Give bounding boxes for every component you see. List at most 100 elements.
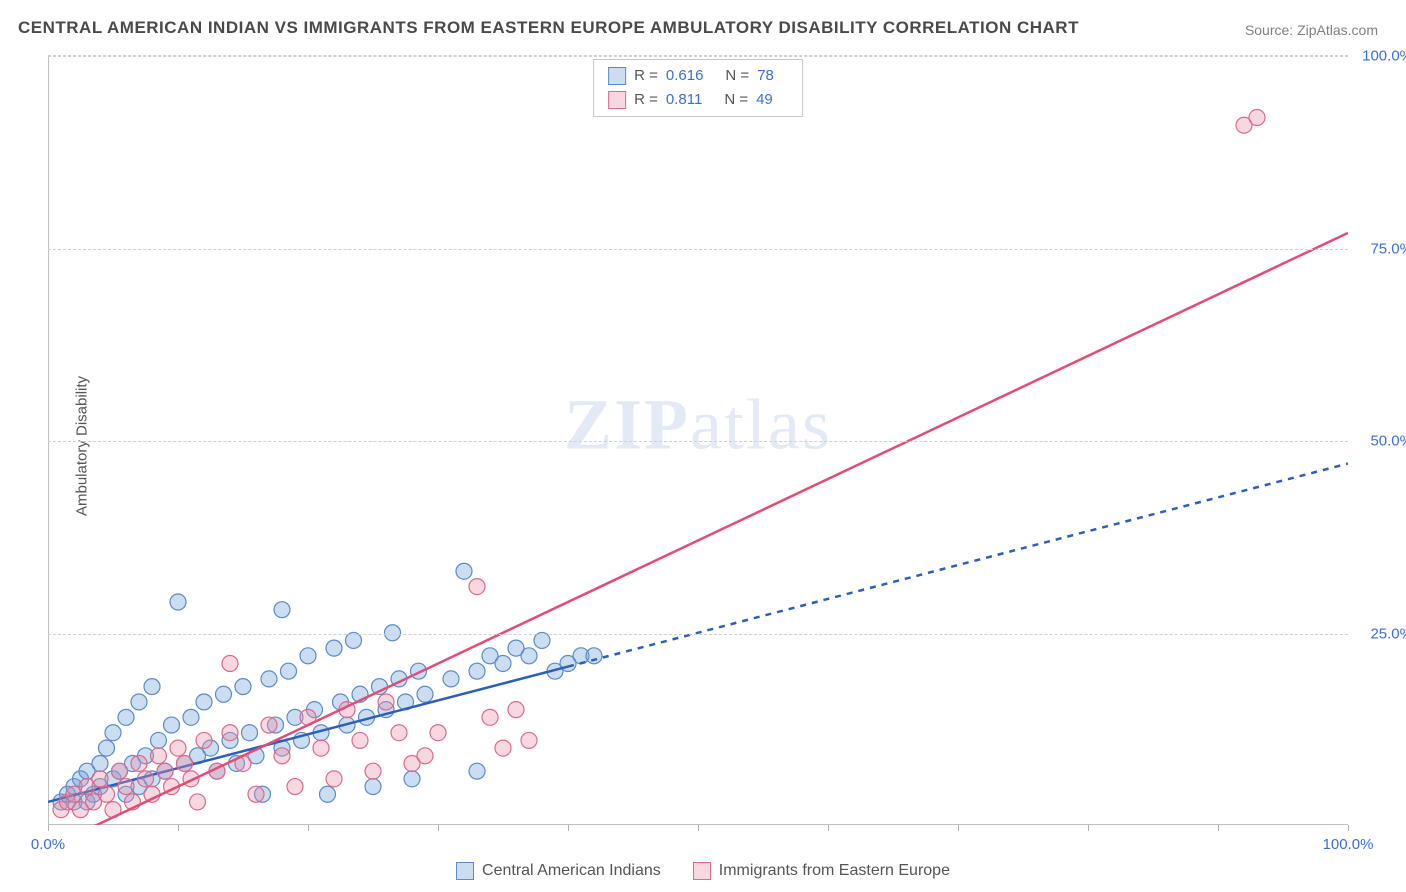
chart-area: ZIPatlas R =0.616N =78R =0.811N =49 25.0… [48, 55, 1348, 825]
data-point [495, 740, 511, 756]
legend-bottom: Central American Indians Immigrants from … [456, 862, 950, 880]
gridline [48, 249, 1348, 250]
data-point [326, 771, 342, 787]
data-point [131, 694, 147, 710]
data-point [346, 632, 362, 648]
data-point [151, 748, 167, 764]
data-point [170, 594, 186, 610]
data-point [281, 663, 297, 679]
data-point [222, 656, 238, 672]
stat-r-value: 0.616 [666, 64, 704, 88]
x-tick [958, 825, 959, 831]
data-point [274, 602, 290, 618]
x-tick [1088, 825, 1089, 831]
y-tick-label: 75.0% [1370, 240, 1406, 257]
data-point [482, 709, 498, 725]
data-point [456, 563, 472, 579]
data-point [261, 717, 277, 733]
data-point [521, 648, 537, 664]
gridline [48, 441, 1348, 442]
data-point [183, 709, 199, 725]
stat-label: N = [725, 64, 749, 88]
legend-swatch [456, 862, 474, 880]
legend-swatch [608, 91, 626, 109]
x-tick [438, 825, 439, 831]
data-point [495, 656, 511, 672]
x-tick [1348, 825, 1349, 831]
stat-n-value: 49 [756, 88, 773, 112]
stat-label: R = [634, 88, 658, 112]
data-point [352, 732, 368, 748]
data-point [300, 648, 316, 664]
data-point [586, 648, 602, 664]
data-point [469, 763, 485, 779]
data-point [417, 748, 433, 764]
data-point [261, 671, 277, 687]
data-point [92, 755, 108, 771]
x-tick [568, 825, 569, 831]
data-point [404, 771, 420, 787]
data-point [105, 725, 121, 741]
data-point [196, 694, 212, 710]
x-tick-label: 100.0% [1323, 836, 1374, 853]
data-point [151, 732, 167, 748]
data-point [216, 686, 232, 702]
legend-swatch [693, 862, 711, 880]
data-point [365, 763, 381, 779]
data-point [170, 740, 186, 756]
x-tick [828, 825, 829, 831]
data-point [378, 694, 394, 710]
data-point [177, 755, 193, 771]
stat-n-value: 78 [757, 64, 774, 88]
gridline [48, 634, 1348, 635]
data-point [430, 725, 446, 741]
data-point [157, 763, 173, 779]
data-point [443, 671, 459, 687]
data-point [138, 771, 154, 787]
data-point [92, 771, 108, 787]
legend-stats: R =0.616N =78R =0.811N =49 [593, 59, 803, 117]
gridline [48, 56, 1348, 57]
legend-label: Immigrants from Eastern Europe [719, 862, 950, 880]
data-point [118, 779, 134, 795]
data-point [190, 794, 206, 810]
data-point [417, 686, 433, 702]
x-tick [698, 825, 699, 831]
data-point [99, 740, 115, 756]
data-point [508, 702, 524, 718]
x-tick [48, 825, 49, 831]
data-point [242, 725, 258, 741]
data-point [235, 679, 251, 695]
data-point [320, 786, 336, 802]
legend-label: Central American Indians [482, 862, 661, 880]
data-point [164, 717, 180, 733]
data-point [391, 725, 407, 741]
y-tick-label: 100.0% [1362, 48, 1406, 65]
chart-title: CENTRAL AMERICAN INDIAN VS IMMIGRANTS FR… [18, 18, 1079, 38]
source-label: Source: ZipAtlas.com [1245, 22, 1378, 38]
data-point [534, 632, 550, 648]
y-tick-label: 25.0% [1370, 625, 1406, 642]
data-point [287, 779, 303, 795]
data-point [365, 779, 381, 795]
data-point [469, 579, 485, 595]
stat-label: R = [634, 64, 658, 88]
data-point [1249, 110, 1265, 126]
data-point [144, 679, 160, 695]
x-tick [1218, 825, 1219, 831]
data-point [521, 732, 537, 748]
data-point [118, 709, 134, 725]
data-point [326, 640, 342, 656]
data-point [131, 755, 147, 771]
data-point [274, 748, 290, 764]
y-tick-label: 50.0% [1370, 433, 1406, 450]
data-point [99, 786, 115, 802]
legend-stat-row: R =0.811N =49 [608, 88, 788, 112]
x-tick [308, 825, 309, 831]
data-point [248, 786, 264, 802]
x-tick [178, 825, 179, 831]
x-tick-label: 0.0% [31, 836, 65, 853]
trend-line [568, 464, 1348, 667]
legend-stat-row: R = 0.616 N = 78 [608, 64, 788, 88]
stat-label: N = [724, 88, 748, 112]
